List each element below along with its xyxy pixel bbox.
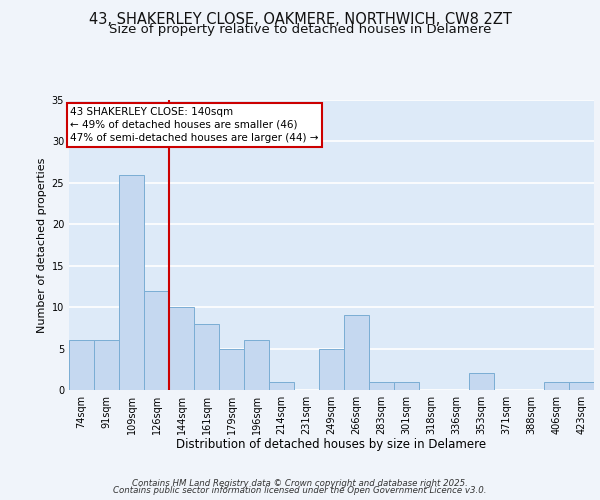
Bar <box>569 382 594 390</box>
Bar <box>94 340 119 390</box>
Bar <box>544 382 569 390</box>
Bar <box>269 382 294 390</box>
Bar <box>169 307 194 390</box>
Bar <box>469 374 494 390</box>
Bar <box>319 348 344 390</box>
Text: Size of property relative to detached houses in Delamere: Size of property relative to detached ho… <box>109 22 491 36</box>
Text: Contains public sector information licensed under the Open Government Licence v3: Contains public sector information licen… <box>113 486 487 495</box>
Bar <box>194 324 219 390</box>
Bar <box>119 174 144 390</box>
Bar <box>394 382 419 390</box>
Text: 43, SHAKERLEY CLOSE, OAKMERE, NORTHWICH, CW8 2ZT: 43, SHAKERLEY CLOSE, OAKMERE, NORTHWICH,… <box>89 12 511 28</box>
Y-axis label: Number of detached properties: Number of detached properties <box>37 158 47 332</box>
X-axis label: Distribution of detached houses by size in Delamere: Distribution of detached houses by size … <box>176 438 487 452</box>
Bar <box>144 290 169 390</box>
Bar <box>219 348 244 390</box>
Bar <box>369 382 394 390</box>
Text: 43 SHAKERLEY CLOSE: 140sqm
← 49% of detached houses are smaller (46)
47% of semi: 43 SHAKERLEY CLOSE: 140sqm ← 49% of deta… <box>70 106 319 143</box>
Bar <box>244 340 269 390</box>
Bar <box>344 316 369 390</box>
Bar <box>69 340 94 390</box>
Text: Contains HM Land Registry data © Crown copyright and database right 2025.: Contains HM Land Registry data © Crown c… <box>132 478 468 488</box>
